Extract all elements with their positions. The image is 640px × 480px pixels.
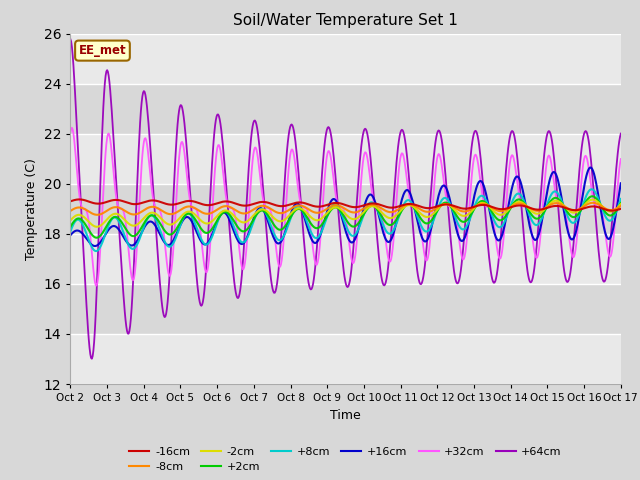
X-axis label: Time: Time bbox=[330, 408, 361, 421]
Text: EE_met: EE_met bbox=[79, 44, 126, 57]
Bar bbox=[70, 34, 621, 84]
Bar bbox=[70, 234, 621, 284]
Title: Soil/Water Temperature Set 1: Soil/Water Temperature Set 1 bbox=[233, 13, 458, 28]
Y-axis label: Temperature (C): Temperature (C) bbox=[25, 158, 38, 260]
Bar bbox=[70, 334, 621, 384]
Bar bbox=[70, 134, 621, 184]
Legend: -16cm, -8cm, -2cm, +2cm, +8cm, +16cm, +32cm, +64cm: -16cm, -8cm, -2cm, +2cm, +8cm, +16cm, +3… bbox=[125, 442, 566, 477]
